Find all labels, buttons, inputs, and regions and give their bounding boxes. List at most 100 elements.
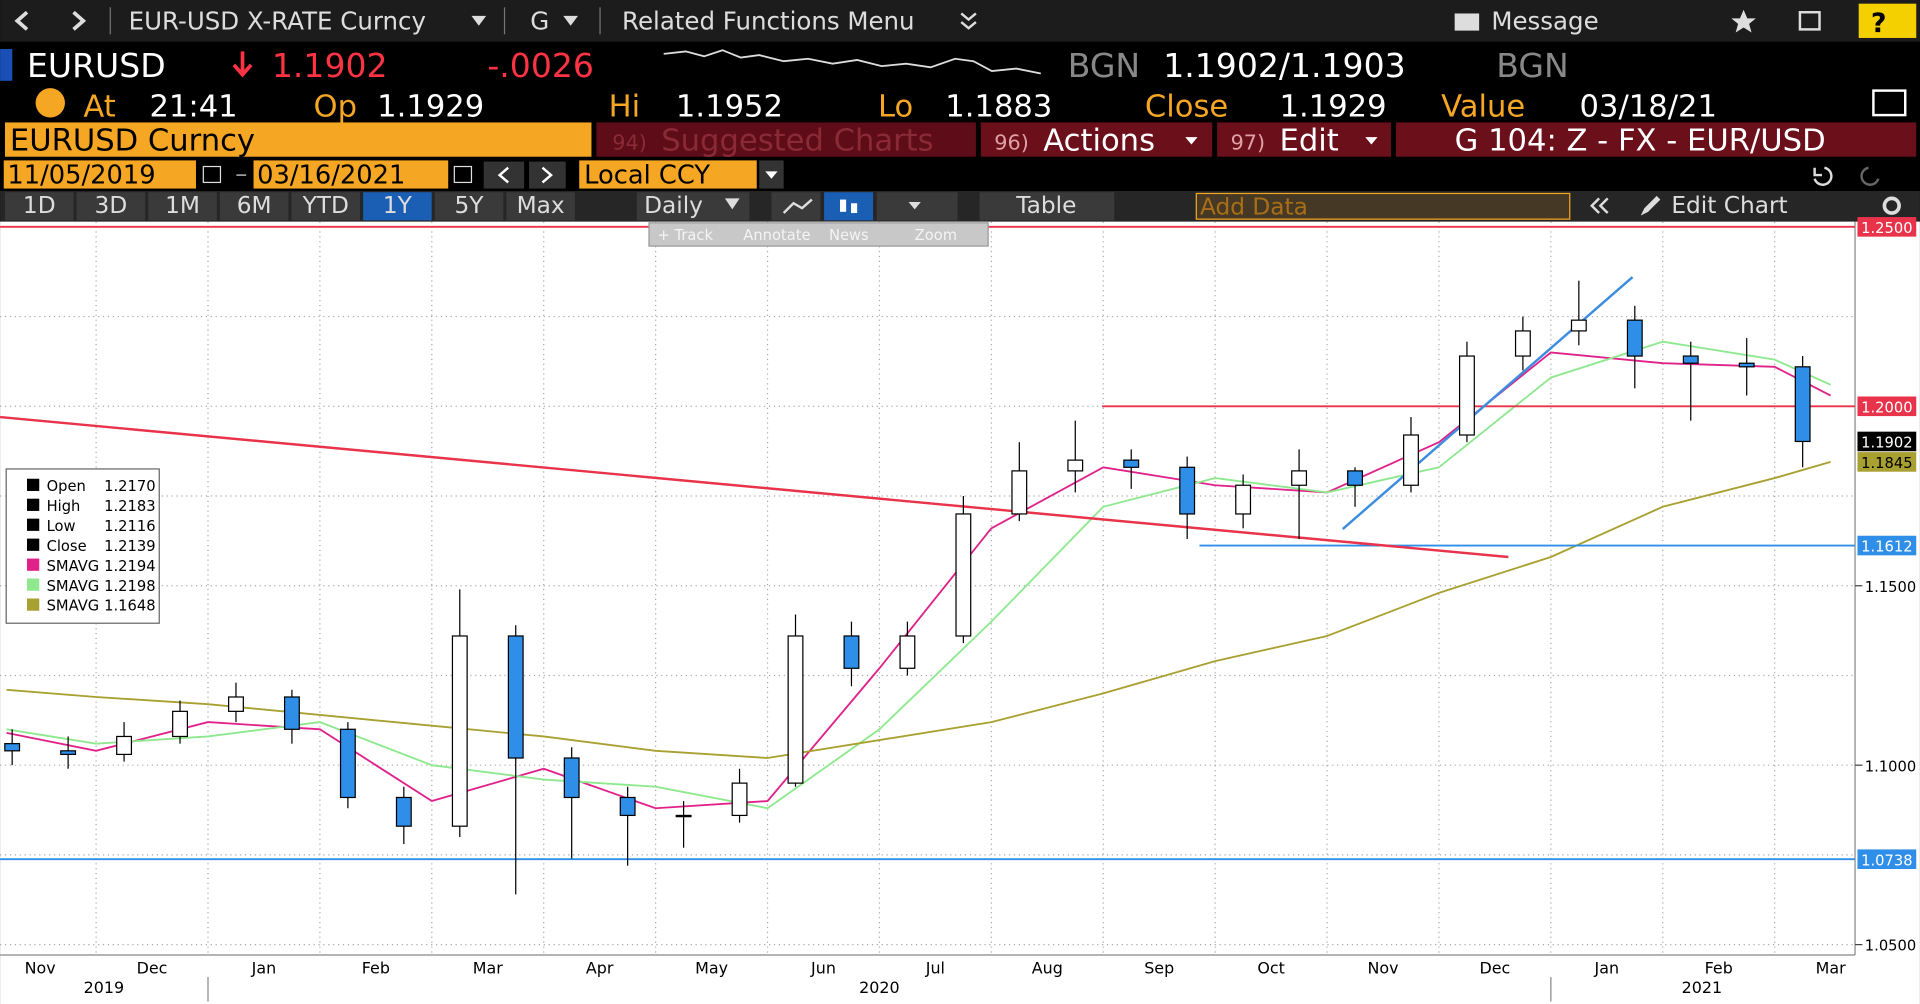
level-label: 1.0738	[1861, 852, 1912, 869]
chart-tool[interactable]: + Track	[658, 227, 714, 244]
redo[interactable]	[1860, 166, 1880, 186]
window-icon[interactable]	[1798, 11, 1821, 31]
level-label: 1.2500	[1861, 220, 1912, 237]
sma-line	[6, 340, 1832, 810]
function-menu[interactable]: G	[530, 6, 549, 35]
calendar-icon[interactable]	[202, 165, 222, 184]
tab-label[interactable]: 1M	[165, 192, 200, 219]
candle-body	[731, 782, 748, 817]
tab-label[interactable]: 3D	[95, 192, 128, 219]
suggested-button[interactable]	[596, 122, 976, 157]
currency: Local CCY	[584, 161, 710, 191]
level-label: 1.2000	[1861, 399, 1912, 416]
legend-name: High	[47, 498, 81, 515]
tab[interactable]	[76, 192, 146, 221]
back[interactable]	[14, 10, 29, 31]
tab[interactable]	[4, 192, 74, 221]
tab[interactable]	[148, 192, 217, 221]
tab-label[interactable]: 5Y	[455, 192, 485, 219]
line-button[interactable]	[771, 192, 821, 221]
related-menu[interactable]: Related Functions Menu	[622, 6, 915, 35]
candle-body	[507, 635, 524, 759]
tab-label[interactable]: 6M	[237, 192, 272, 219]
currency-box[interactable]	[579, 160, 757, 189]
star-icon[interactable]	[1731, 9, 1756, 33]
legend-swatch	[27, 518, 40, 531]
settings-icon[interactable]	[1882, 196, 1901, 215]
tab-label[interactable]: Max	[517, 192, 565, 219]
tab[interactable]	[363, 192, 432, 221]
level-badge	[1857, 396, 1917, 417]
table[interactable]: Table	[1015, 192, 1076, 219]
collapse[interactable]	[1590, 197, 1600, 214]
bid-ask: 1.1902/1.1903	[1163, 46, 1405, 85]
x-tick-label: Feb	[362, 958, 390, 977]
caret	[765, 171, 778, 179]
legend-name: SMAVG	[47, 578, 100, 595]
envelope-icon	[1454, 13, 1480, 31]
year-label: 2021	[1682, 978, 1722, 997]
x-tick-label: Dec	[1480, 958, 1511, 977]
marker	[0, 48, 13, 81]
help[interactable]: ?	[1871, 8, 1887, 39]
tab-label[interactable]: 1Y	[383, 192, 413, 219]
tab[interactable]	[291, 192, 361, 221]
security-box[interactable]	[4, 122, 592, 157]
legend-swatch	[27, 558, 40, 571]
label: At	[83, 89, 115, 124]
help-button[interactable]	[1858, 3, 1917, 38]
legend-swatch	[27, 578, 40, 591]
forward[interactable]	[72, 10, 87, 31]
chart-id: G 104: Z - FX - EUR/USD	[1455, 124, 1826, 159]
end-date-box[interactable]	[253, 160, 449, 189]
value: 21:41	[149, 89, 237, 124]
actions-button[interactable]	[980, 122, 1213, 157]
security: EURUSD Curncy	[10, 124, 255, 159]
candle-button[interactable]	[824, 192, 874, 221]
legend-value: 1.1648	[104, 598, 155, 615]
x-tick-label: Mar	[1816, 958, 1846, 977]
start-date-box[interactable]	[3, 160, 196, 189]
x-tick-label: Feb	[1705, 958, 1733, 977]
legend-name: Open	[47, 478, 86, 495]
period[interactable]: Daily	[644, 192, 703, 219]
legend-value: 1.2139	[104, 538, 155, 555]
x-tick-label: May	[695, 958, 728, 977]
collapse[interactable]	[1598, 197, 1609, 214]
price-badge-label: 1.1902	[1861, 435, 1912, 452]
tab[interactable]	[434, 192, 504, 221]
candle-body	[283, 696, 300, 730]
prev-button[interactable]	[483, 161, 525, 189]
chart-tool[interactable]: News	[829, 227, 869, 244]
calendar-icon[interactable]	[453, 165, 473, 184]
message[interactable]: Message	[1491, 6, 1598, 35]
candle-body	[1682, 355, 1699, 364]
label: Value	[1441, 89, 1525, 124]
security-menu[interactable]: EUR-USD X-RATE Curncy	[129, 6, 426, 35]
edit-button[interactable]	[1217, 122, 1391, 157]
candle-body	[1458, 355, 1475, 436]
candle-body	[1067, 459, 1084, 472]
chart-tool[interactable]: Annotate	[743, 227, 810, 244]
add-data[interactable]: Add Data	[1200, 193, 1308, 220]
table-button[interactable]	[979, 192, 1115, 221]
value: 1.1929	[1280, 89, 1387, 124]
y-tick-label: 1.1500	[1865, 579, 1916, 596]
next-button[interactable]	[529, 161, 566, 189]
candle-body	[60, 750, 77, 756]
edit-chart[interactable]: Edit Chart	[1671, 192, 1787, 219]
tab[interactable]	[219, 192, 289, 221]
candle-body	[172, 710, 188, 738]
undo[interactable]	[1813, 166, 1833, 186]
chart-tool[interactable]: Zoom	[915, 227, 957, 244]
x-tick-label: Mar	[473, 958, 503, 977]
candle-icon	[851, 203, 858, 214]
tab-label[interactable]: 1D	[23, 192, 56, 219]
legend-name: SMAVG	[47, 558, 100, 575]
export-icon[interactable]	[1872, 89, 1907, 117]
chart-tools	[648, 222, 989, 247]
tab-label[interactable]: YTD	[302, 192, 349, 219]
tab[interactable]	[506, 192, 575, 221]
legend-value: 1.2194	[104, 558, 155, 575]
add-data-box[interactable]	[1195, 192, 1571, 220]
